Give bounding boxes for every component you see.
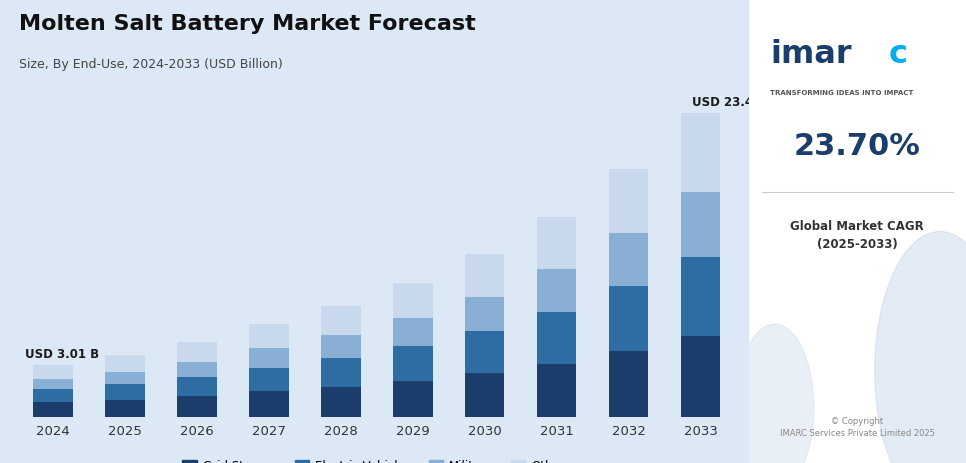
Bar (177, 396, 216, 417)
Bar (681, 113, 721, 192)
Bar (681, 192, 721, 257)
Bar (537, 312, 577, 363)
Text: USD 3.01 B: USD 3.01 B (25, 348, 99, 361)
Text: © Copyright
IMARC Services Private Limited 2025: © Copyright IMARC Services Private Limit… (780, 417, 935, 438)
Bar (321, 358, 360, 387)
Bar (537, 363, 577, 417)
Bar (249, 391, 289, 417)
Bar (321, 387, 360, 417)
Bar (609, 169, 648, 233)
Bar (393, 318, 433, 346)
Bar (393, 381, 433, 417)
Bar (249, 325, 289, 349)
Bar (609, 350, 648, 417)
Bar (321, 306, 360, 335)
Bar (33, 365, 72, 379)
Bar (681, 336, 721, 417)
Bar (465, 297, 504, 331)
Circle shape (736, 324, 813, 463)
Bar (249, 349, 289, 368)
Bar (609, 233, 648, 286)
Bar (105, 355, 145, 372)
Bar (609, 286, 648, 350)
Bar (465, 331, 504, 373)
Bar (105, 400, 145, 417)
Bar (465, 373, 504, 417)
Text: Global Market CAGR
(2025-2033): Global Market CAGR (2025-2033) (790, 220, 924, 251)
Bar (177, 377, 216, 396)
Text: imar: imar (771, 39, 852, 70)
Text: TRANSFORMING IDEAS INTO IMPACT: TRANSFORMING IDEAS INTO IMPACT (771, 90, 914, 96)
Bar (321, 335, 360, 358)
Bar (177, 362, 216, 377)
Bar (105, 384, 145, 400)
Text: 23.70%: 23.70% (794, 132, 921, 161)
Bar (33, 379, 72, 389)
Bar (393, 283, 433, 318)
Bar (249, 368, 289, 391)
Bar (33, 389, 72, 402)
Text: USD 23.44 B: USD 23.44 B (692, 96, 775, 109)
Bar (177, 342, 216, 362)
Bar (537, 217, 577, 269)
Circle shape (874, 232, 966, 463)
Bar (537, 269, 577, 312)
Bar (393, 346, 433, 381)
Bar (681, 257, 721, 336)
Legend: Grid Storage, Electric Vehicles, Military, Others: Grid Storage, Electric Vehicles, Militar… (178, 455, 576, 463)
Text: c: c (889, 39, 908, 70)
Text: Size, By End-Use, 2024-2033 (USD Billion): Size, By End-Use, 2024-2033 (USD Billion… (19, 58, 283, 71)
Bar (465, 254, 504, 297)
Bar (105, 372, 145, 384)
Bar (33, 402, 72, 417)
Text: Molten Salt Battery Market Forecast: Molten Salt Battery Market Forecast (19, 14, 476, 34)
